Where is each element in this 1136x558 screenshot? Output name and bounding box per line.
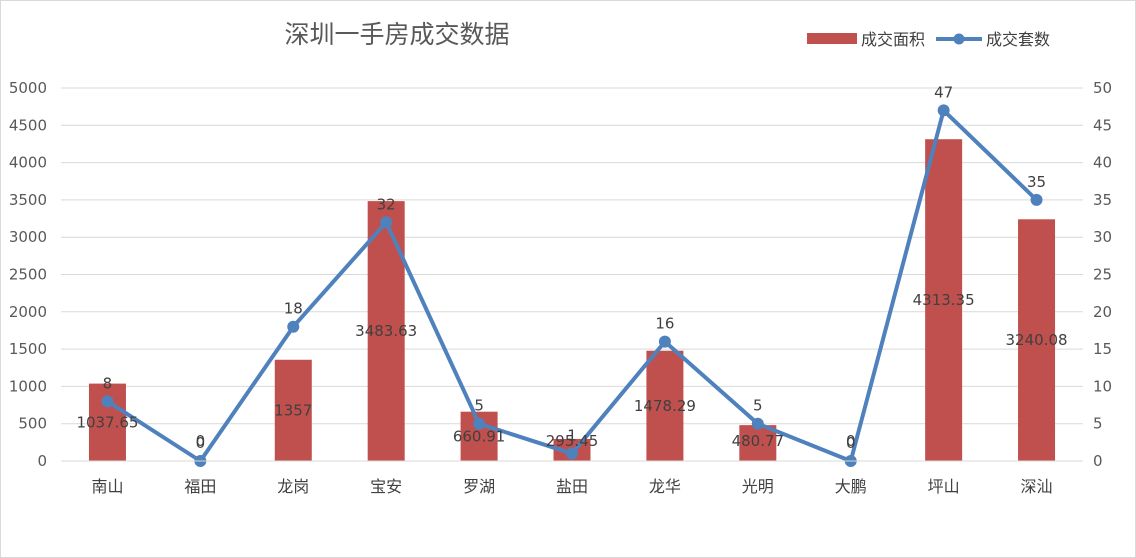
y-axis-left: 0 500 1000 1500 2000 2500 3000 3500 4000 4500 5000: [9, 79, 47, 470]
y-left-tick-label: 2500: [9, 266, 47, 284]
bar-data-label: 0: [846, 432, 856, 450]
line-data-label: 1: [567, 427, 577, 445]
bar-data-label: 4313.35: [913, 291, 975, 309]
bar: [646, 350, 684, 461]
x-tick-label: 罗湖: [463, 477, 495, 496]
bar-data-label: 3483.63: [355, 322, 417, 340]
y-right-tick-label: 50: [1093, 79, 1112, 97]
legend-label-area: 成交面积: [861, 30, 925, 49]
y-right-tick-label: 25: [1093, 266, 1112, 284]
y-right-tick-label: 15: [1093, 340, 1112, 358]
y-axis-right: 0 5 10 15 20 25 30 35 40 45 50: [1093, 79, 1112, 470]
line-data-label: 35: [1027, 173, 1046, 191]
y-left-tick-label: 4000: [9, 154, 47, 172]
line-data-label: 0: [846, 434, 856, 452]
y-right-tick-label: 35: [1093, 191, 1112, 209]
x-axis: 南山 福田 龙岗 宝安 罗湖 盐田 龙华 光明 大鹏 坪山 深汕: [61, 460, 1083, 496]
x-tick-label: 大鹏: [835, 477, 867, 496]
legend-swatch-area: [807, 33, 857, 44]
bar-data-label: 295.45: [546, 432, 599, 450]
line-point: [287, 320, 300, 333]
legend-label-count: 成交套数: [986, 30, 1050, 49]
line-data-label: 18: [284, 300, 303, 318]
line-point: [1030, 193, 1043, 206]
line-data-label: 16: [655, 315, 674, 333]
line-series-count: [101, 104, 1043, 467]
line-data-label: 47: [934, 83, 953, 101]
legend: 成交面积 成交套数: [807, 30, 1050, 49]
x-tick-label: 福田: [184, 477, 216, 496]
y-left-tick-label: 2000: [9, 303, 47, 321]
y-right-tick-label: 5: [1093, 415, 1103, 433]
bar: [274, 359, 312, 461]
y-left-tick-label: 3500: [9, 191, 47, 209]
x-tick-label: 南山: [91, 477, 123, 496]
line-data-label: 5: [753, 397, 763, 415]
y-left-tick-label: 0: [37, 452, 47, 470]
line-data-label: 8: [103, 374, 113, 392]
bar-data-label: 3240.08: [1006, 331, 1068, 349]
x-tick-label: 深汕: [1021, 477, 1053, 496]
x-tick-label: 龙岗: [277, 477, 309, 496]
y-left-tick-label: 3000: [9, 228, 47, 246]
line-point: [658, 335, 671, 348]
bar-data-label: 480.77: [732, 432, 785, 450]
line-point: [473, 417, 486, 430]
y-left-tick-label: 5000: [9, 79, 47, 97]
chart-title: 深圳一手房成交数据: [284, 20, 509, 49]
bar-data-label: 0: [196, 432, 206, 450]
y-left-tick-label: 1500: [9, 340, 47, 358]
y-right-tick-label: 45: [1093, 116, 1112, 134]
y-left-tick-label: 1000: [9, 377, 47, 395]
y-left-tick-label: 4500: [9, 116, 47, 134]
line-data-label: 5: [474, 397, 484, 415]
line-point: [380, 216, 393, 229]
line-point: [101, 395, 114, 408]
y-right-tick-label: 30: [1093, 228, 1112, 246]
y-right-tick-label: 40: [1093, 154, 1112, 172]
y-right-tick-label: 20: [1093, 303, 1112, 321]
bar-data-label: 1037.65: [76, 413, 138, 431]
x-tick-label: 宝安: [370, 477, 402, 496]
data-labels: 1037.65 0 1357 3483.63 660.91 295.45 1478.29 48…: [76, 83, 1067, 452]
line-data-label: 0: [196, 434, 206, 452]
line-point: [751, 417, 764, 430]
bar: [1018, 219, 1056, 461]
bar: [925, 139, 963, 461]
y-left-tick-label: 500: [18, 415, 47, 433]
x-tick-label: 坪山: [928, 477, 960, 496]
x-tick-label: 光明: [742, 477, 774, 496]
bar-data-label: 1357: [274, 401, 312, 419]
bar-data-label: 1478.29: [634, 397, 696, 415]
x-tick-label: 盐田: [556, 477, 588, 496]
line-point: [566, 447, 578, 460]
bar: [739, 425, 777, 461]
line-point: [937, 104, 950, 117]
legend-marker-count: [953, 33, 965, 45]
bar-data-label: 660.91: [453, 427, 506, 445]
y-right-tick-label: 0: [1093, 452, 1103, 470]
line-data-label: 32: [377, 195, 396, 213]
x-tick-label: 龙华: [649, 477, 681, 496]
y-right-tick-label: 10: [1093, 377, 1112, 395]
